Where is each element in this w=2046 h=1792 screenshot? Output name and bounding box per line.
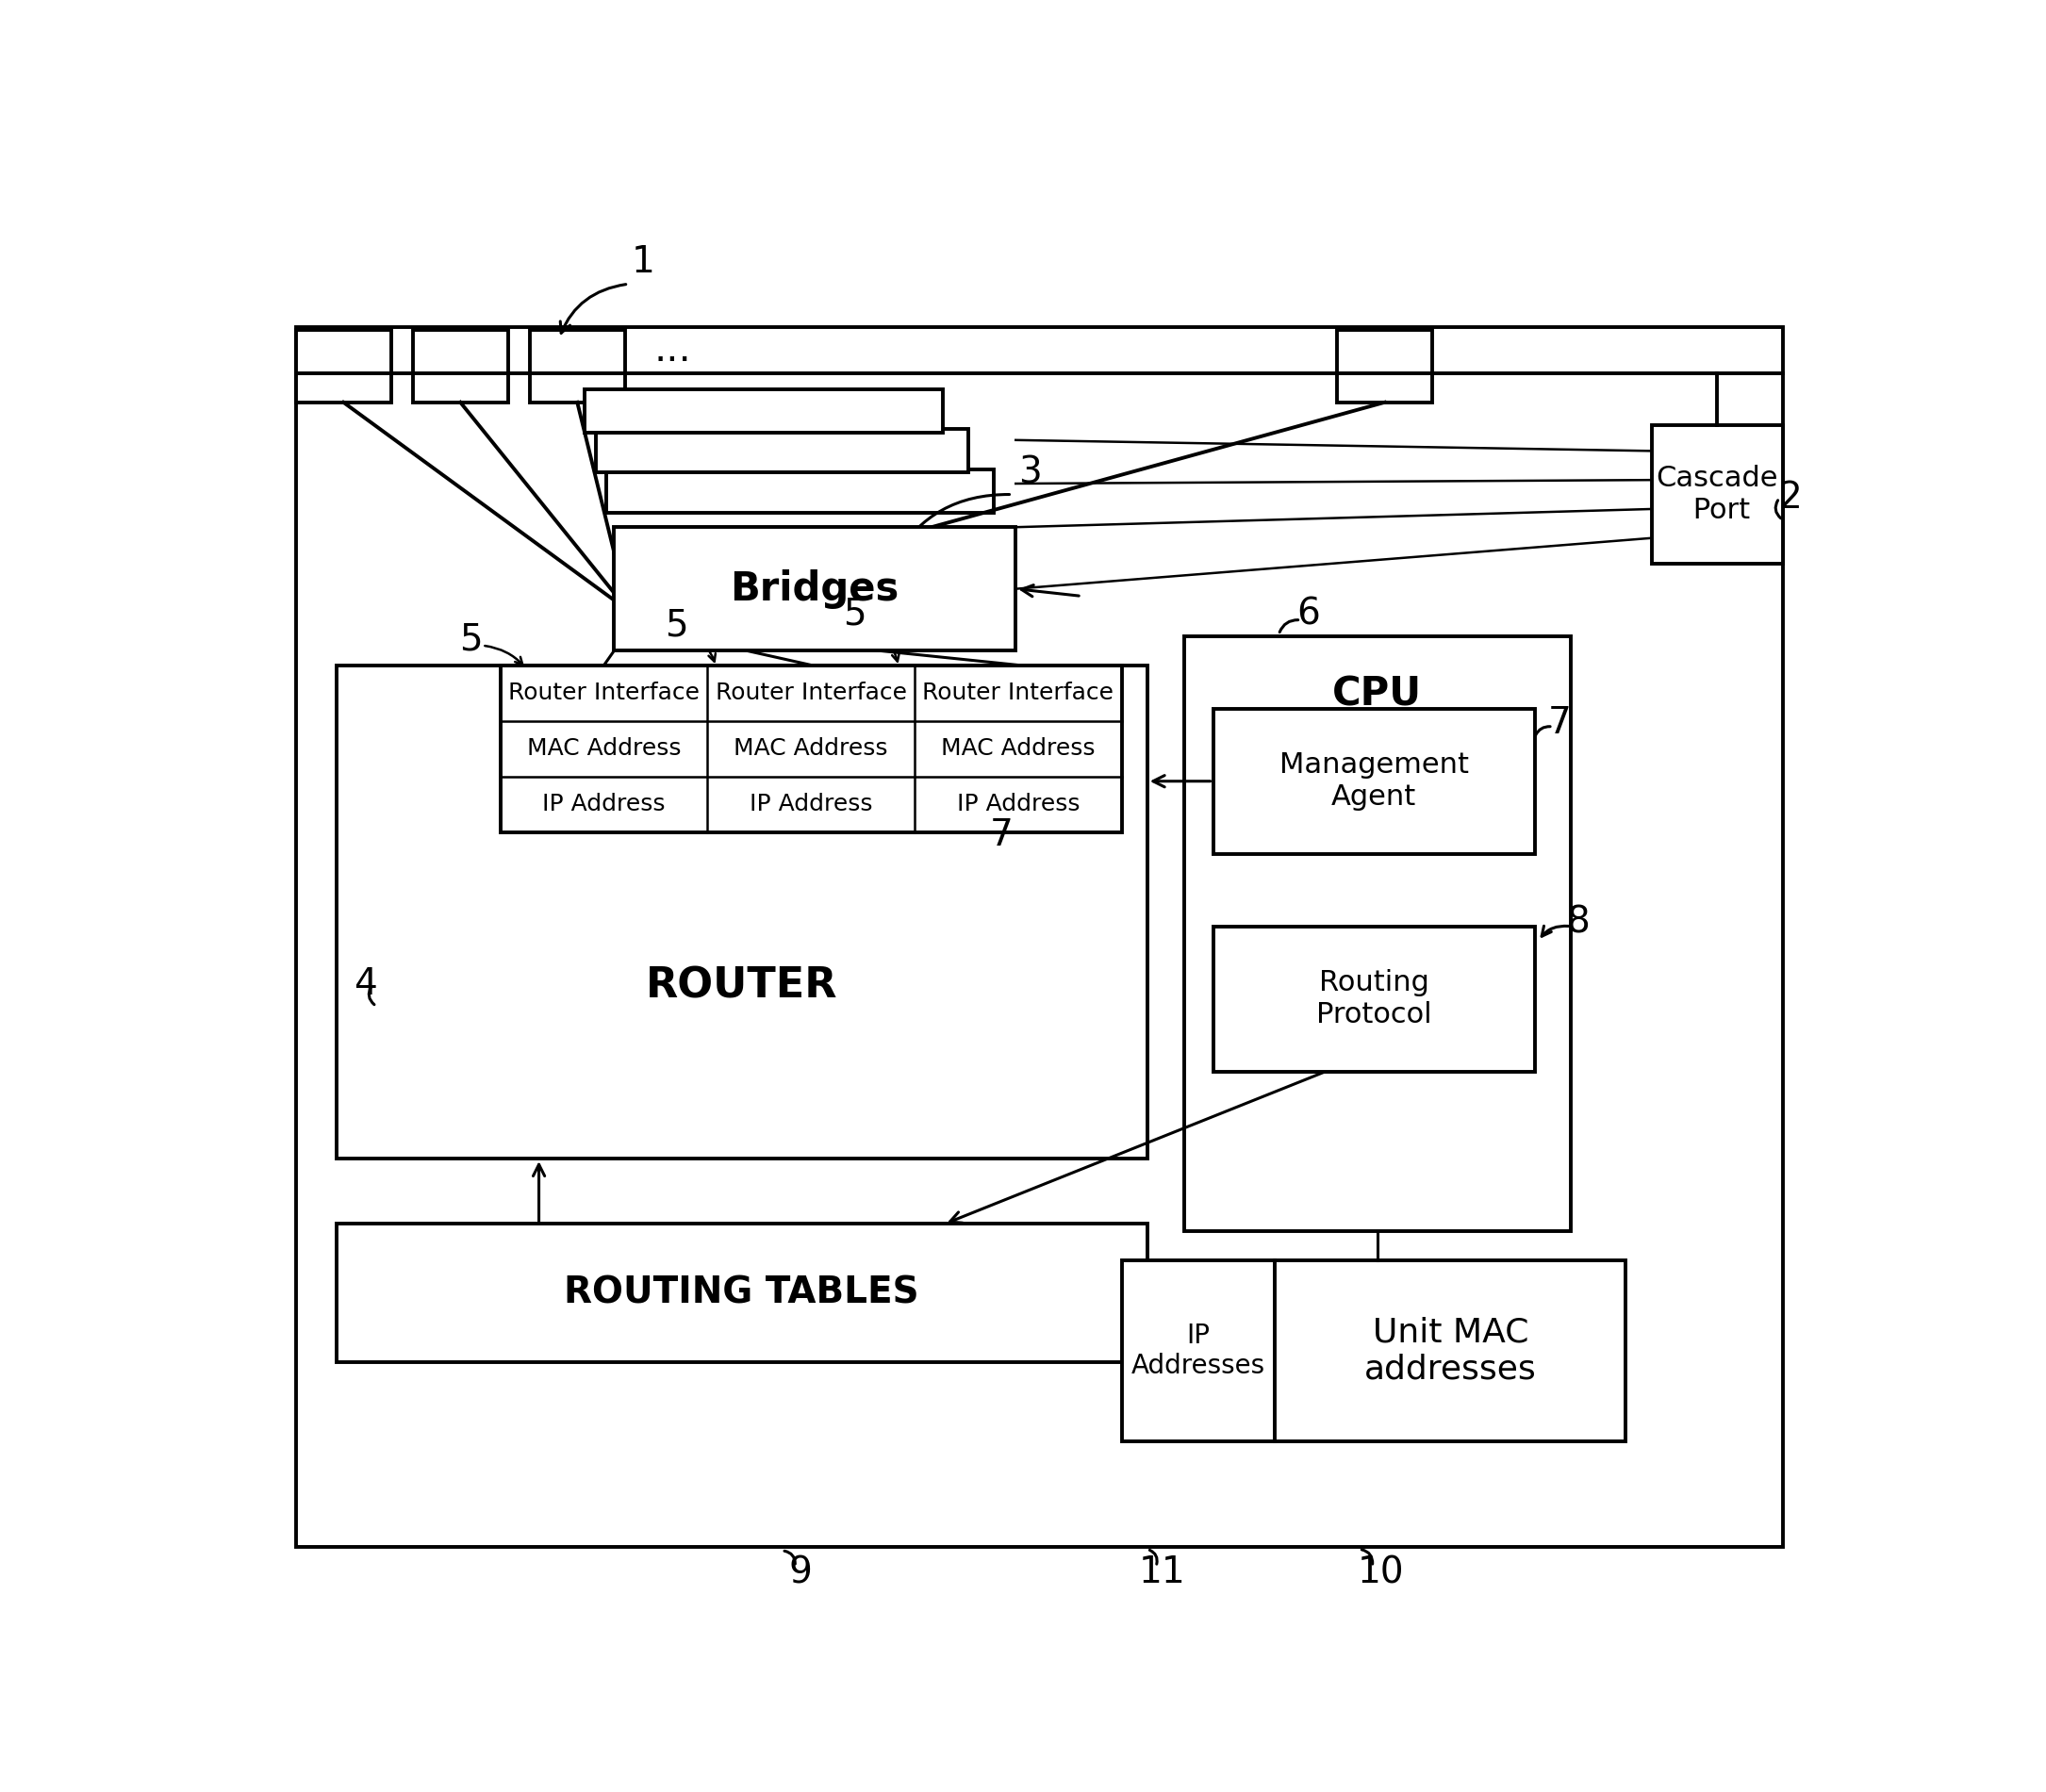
Text: 9: 9 [788, 1554, 812, 1590]
Text: 6: 6 [1297, 597, 1320, 633]
Text: Cascade
 Port: Cascade Port [1655, 464, 1778, 523]
Text: MAC Address: MAC Address [941, 737, 1095, 760]
Bar [297, 330, 391, 403]
Text: 3: 3 [1019, 455, 1041, 491]
Text: 1: 1 [632, 244, 655, 280]
Bar [297, 328, 1782, 1546]
Text: IP Address: IP Address [749, 792, 872, 815]
Bar [1275, 1260, 1627, 1443]
Text: 5: 5 [665, 607, 687, 643]
Text: Routing
Protocol: Routing Protocol [1316, 969, 1432, 1029]
Text: ROUTING TABLES: ROUTING TABLES [565, 1276, 919, 1310]
Text: 11: 11 [1138, 1554, 1185, 1590]
Text: 8: 8 [1567, 905, 1590, 941]
Text: ...: ... [653, 330, 692, 369]
Text: ROUTER: ROUTER [647, 966, 837, 1005]
Text: IP
Addresses: IP Addresses [1131, 1322, 1264, 1380]
Text: 5: 5 [843, 597, 868, 633]
Text: 2: 2 [1778, 480, 1803, 516]
Text: Router Interface: Router Interface [923, 681, 1113, 704]
Bar [413, 330, 507, 403]
Text: 7: 7 [1549, 706, 1571, 742]
Bar [336, 665, 1148, 1159]
Bar [530, 330, 624, 403]
Text: Router Interface: Router Interface [716, 681, 906, 704]
Bar [336, 1224, 1148, 1362]
Text: 10: 10 [1359, 1554, 1404, 1590]
Bar [585, 389, 943, 434]
Bar [1338, 330, 1432, 403]
Bar [595, 428, 968, 473]
Text: IP Address: IP Address [542, 792, 665, 815]
Text: Router Interface: Router Interface [507, 681, 700, 704]
Text: Unit MAC
addresses: Unit MAC addresses [1365, 1317, 1537, 1385]
Text: 4: 4 [354, 966, 376, 1002]
Text: CPU: CPU [1332, 674, 1422, 713]
Bar [1121, 1260, 1275, 1443]
Bar [1185, 636, 1571, 1231]
Bar [501, 665, 1121, 831]
Bar [606, 470, 994, 513]
Bar [1651, 425, 1782, 563]
Bar [1213, 708, 1534, 853]
Text: 7: 7 [990, 817, 1013, 853]
Text: Management
Agent: Management Agent [1279, 751, 1469, 810]
Text: Bridges: Bridges [730, 570, 900, 609]
Text: IP Address: IP Address [958, 792, 1080, 815]
Bar [614, 527, 1015, 650]
Bar [1213, 926, 1534, 1072]
Text: MAC Address: MAC Address [735, 737, 888, 760]
Text: MAC Address: MAC Address [528, 737, 681, 760]
Text: 5: 5 [460, 622, 483, 658]
